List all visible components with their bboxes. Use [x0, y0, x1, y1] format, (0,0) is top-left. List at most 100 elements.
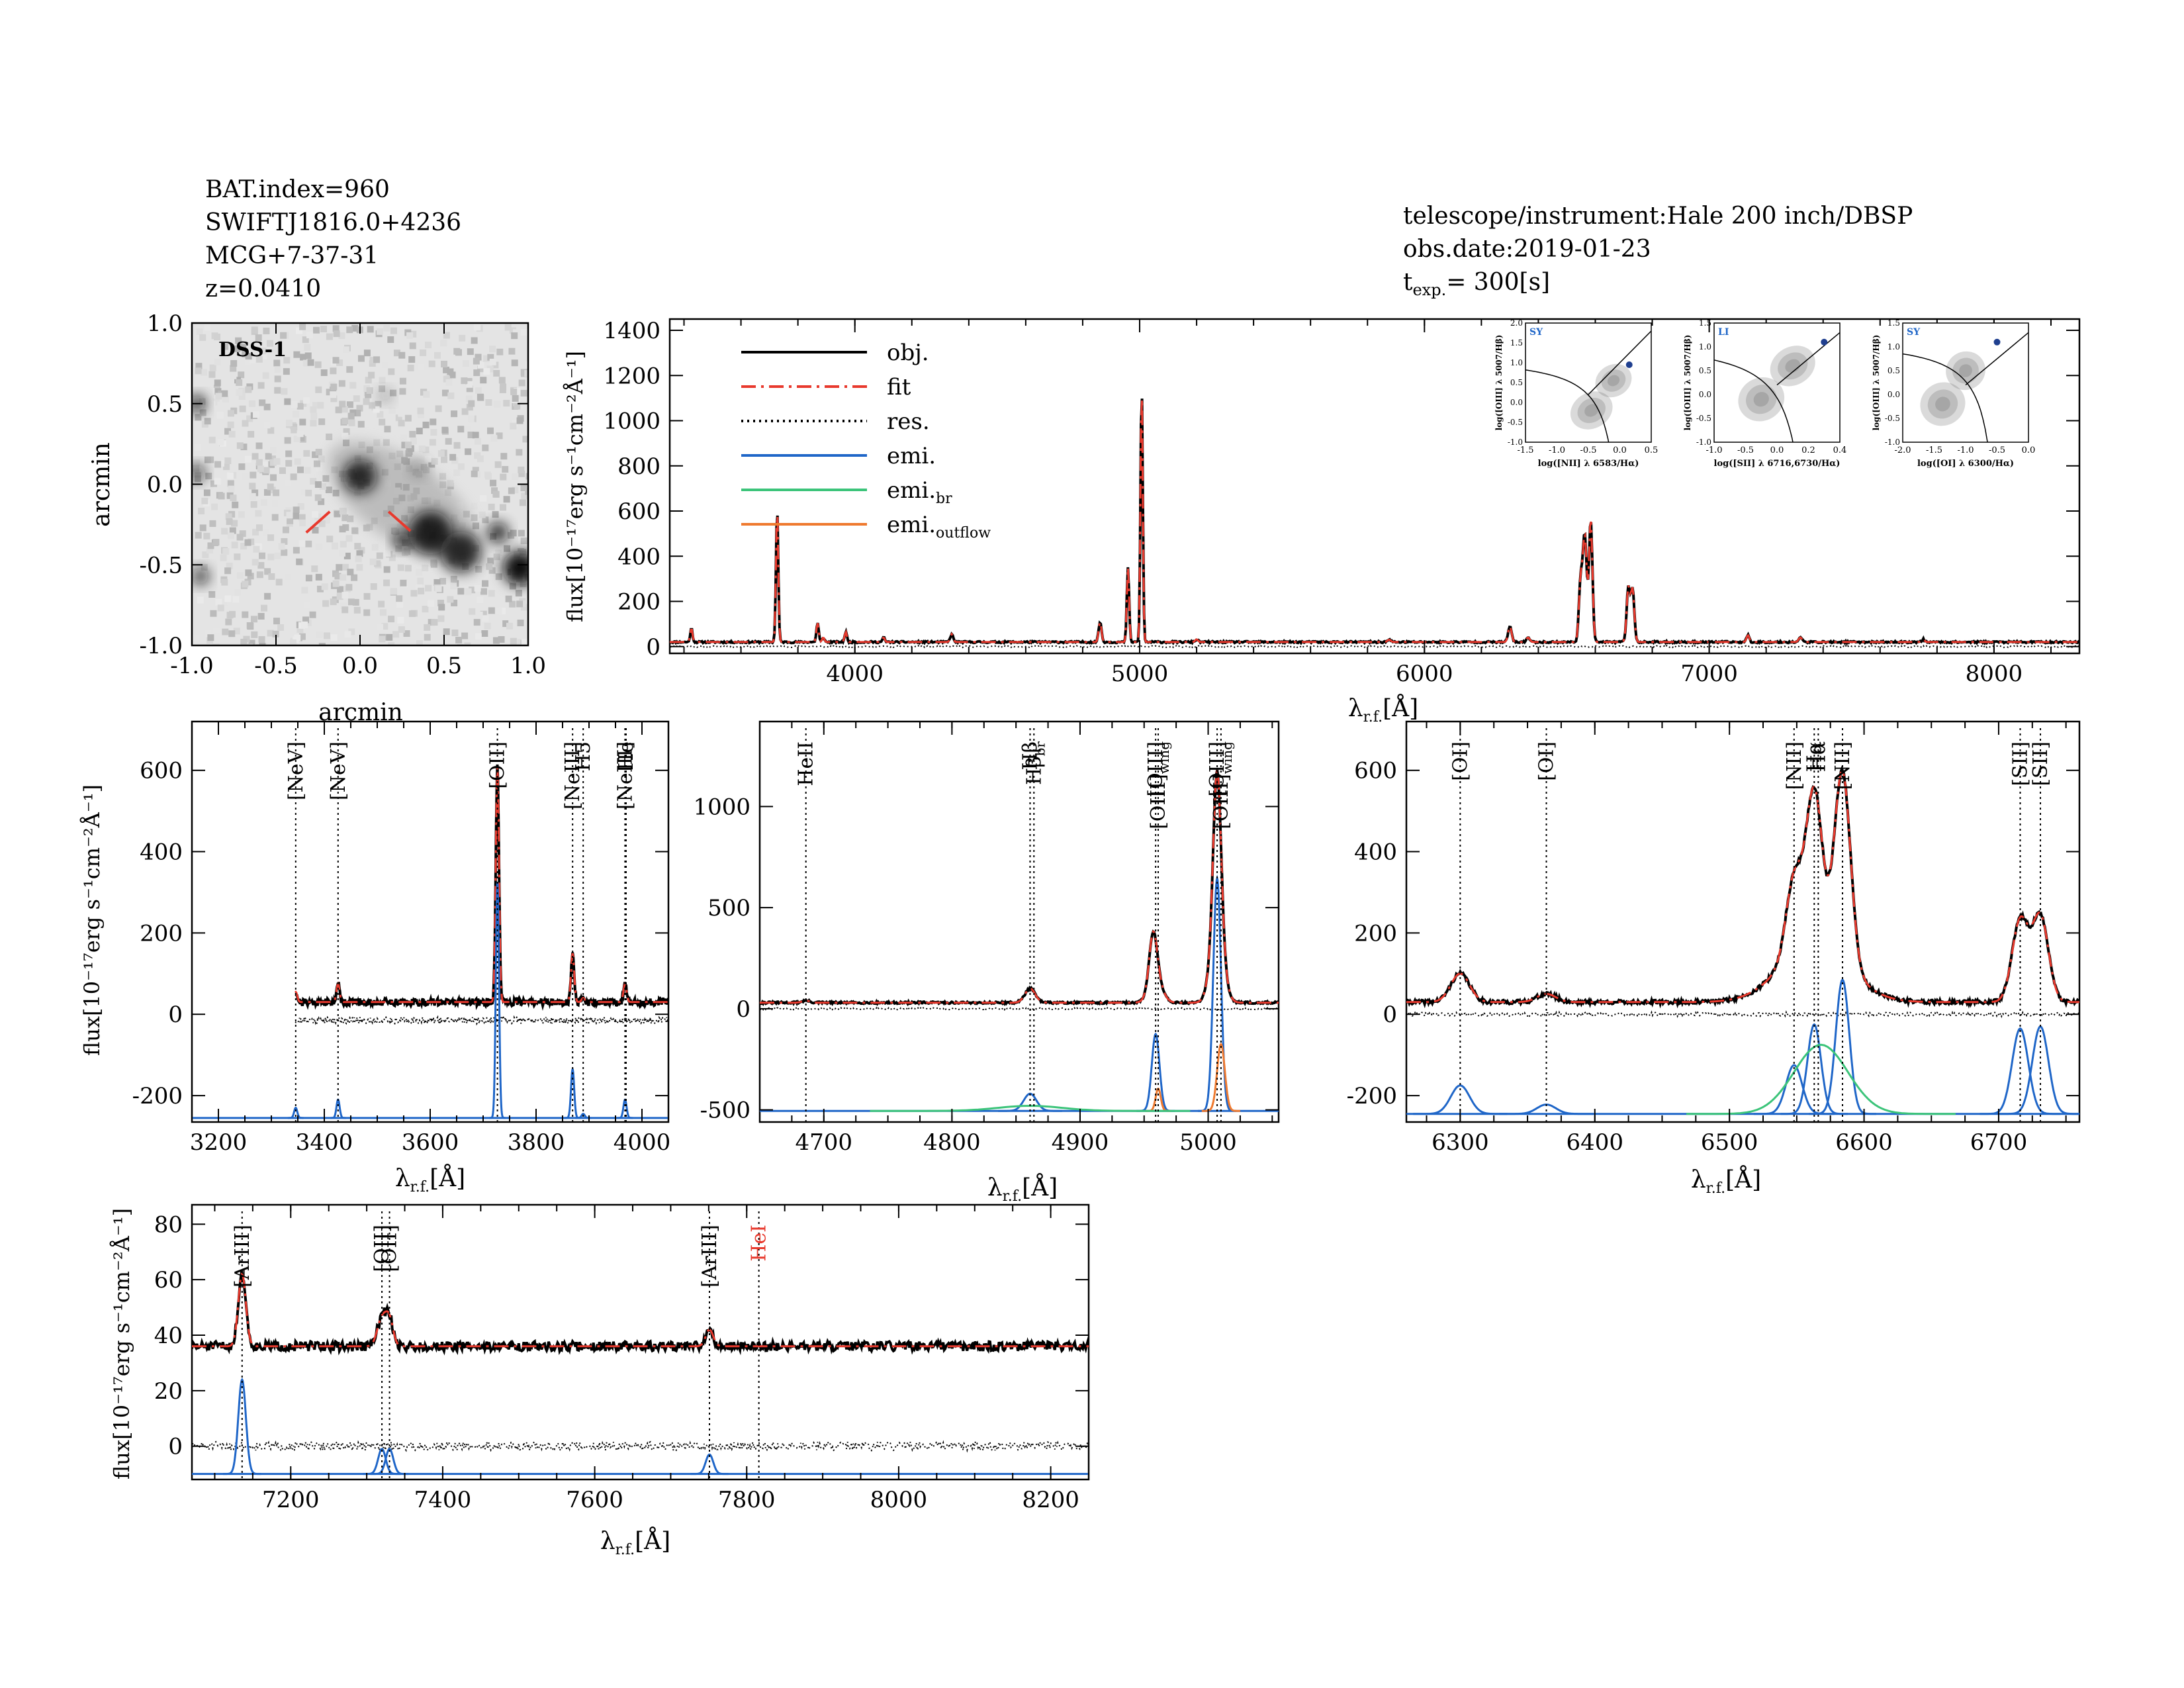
dss-pixel: [482, 355, 490, 362]
p3-emi-component: [1413, 1084, 1508, 1115]
dss-pixel: [363, 592, 371, 600]
dss-pixel: [238, 463, 246, 470]
dss-pixel: [388, 616, 395, 623]
dss-pixel: [289, 500, 296, 507]
dss-pixel: [469, 608, 476, 615]
dss-pixel: [373, 356, 381, 363]
dss-pixel: [520, 538, 527, 545]
bpt-inset-2-y-tick-label: 1.0: [1699, 342, 1711, 352]
galaxy-name: MCG+7-37-31: [205, 242, 379, 269]
dss-pixel: [267, 483, 274, 491]
dss-pixel: [524, 370, 528, 377]
dss-pixel: [475, 565, 482, 573]
dss-pixel: [231, 520, 238, 527]
dss-pixel: [462, 359, 469, 367]
main-y-tick-label: 200: [617, 589, 660, 616]
dss-pixel: [516, 449, 523, 456]
dss-pixel: [433, 352, 441, 359]
bpt-inset-1-ylabel: log([OIII] λ 5007/Hβ): [1494, 335, 1504, 431]
dss-pixel: [246, 415, 253, 422]
dss-pixel: [236, 534, 244, 541]
p1-x-tick-label: 3200: [190, 1129, 248, 1156]
bpt-inset-2-tag: LI: [1718, 327, 1729, 338]
dss-pixel: [281, 549, 288, 556]
p4-y-tick-label: 40: [154, 1323, 183, 1349]
dss-pixel: [422, 446, 430, 453]
dss-pixel: [519, 499, 526, 506]
p4-emi-component: [223, 1378, 261, 1476]
dss-pixel: [293, 512, 300, 520]
dss-pixel: [204, 418, 211, 425]
dss-pixel: [292, 410, 299, 418]
dss-pixel: [251, 453, 259, 460]
dss-pixel: [236, 389, 243, 397]
dss-pixel: [291, 400, 298, 408]
bpt-inset-2-y-tick-label: 1.5: [1699, 318, 1711, 328]
p2-marker-label: [OIII]wing: [1210, 741, 1235, 829]
dss-pixel: [356, 404, 363, 412]
dss-image: [192, 323, 528, 645]
dss-pixel: [397, 616, 404, 624]
dss-pixel: [451, 599, 458, 606]
dss-pixel: [398, 410, 405, 417]
dss-pixel: [273, 359, 281, 367]
dss-pixel: [314, 494, 322, 501]
dss-pixel: [482, 444, 489, 451]
dss-pixel: [238, 511, 245, 518]
main-y-tick-label: 400: [617, 543, 660, 570]
dss-pixel: [433, 579, 441, 586]
dss-pixel: [522, 436, 528, 443]
dss-pixel: [506, 622, 513, 630]
dss-pixel: [466, 404, 473, 411]
bpt-inset-1-density: [1584, 404, 1599, 417]
dss-pixel: [465, 395, 473, 402]
dss-pixel: [296, 430, 304, 438]
dss-pixel: [222, 628, 229, 635]
dss-pixel: [236, 442, 244, 449]
dss-pixel: [502, 465, 509, 473]
bpt-inset-2-density: [1770, 346, 1815, 387]
bpt-inset-3-x-tick-label: -2.0: [1894, 445, 1911, 455]
dss-pixel: [249, 483, 256, 490]
main-y-tick-label: 1400: [603, 318, 660, 344]
dss-pixel: [346, 326, 353, 334]
p2-marker-label: [OIII]: [1206, 741, 1229, 797]
dss-pixel: [340, 602, 347, 609]
dss-pixel: [450, 575, 457, 583]
bpt-inset-3-frame: [1902, 322, 2029, 443]
dss-pixel: [213, 627, 220, 634]
dss-pixel: [510, 530, 517, 537]
dss-pixel: [248, 639, 255, 645]
bpt-inset-3-x-tick-label: -0.5: [1989, 445, 2005, 455]
dss-pixel: [388, 554, 396, 561]
dss-pixel: [330, 598, 337, 606]
dss-source: [192, 567, 209, 585]
dss-pixel: [312, 511, 319, 518]
dss-pixel: [231, 541, 238, 549]
p2-x-tick-label: 4800: [923, 1129, 981, 1156]
dss-pixel: [281, 388, 288, 395]
dss-pixel: [405, 449, 412, 457]
dss-pixel: [201, 369, 208, 376]
dss-pixel: [441, 361, 448, 368]
dss-pixel: [286, 512, 293, 519]
dss-pixel: [238, 393, 246, 400]
dss-pixel: [447, 392, 455, 399]
dss-pixel: [453, 469, 461, 477]
dss-pixel: [435, 585, 442, 592]
dss-pixel: [239, 530, 246, 538]
bpt-inset-2-density: [1746, 385, 1777, 414]
dss-pixel: [263, 422, 271, 429]
dss-pixel: [390, 389, 397, 397]
dss-pixel: [425, 342, 432, 349]
legend-fit-label: fit: [887, 374, 911, 400]
dss-pixel: [489, 358, 496, 365]
dss-pixel: [472, 467, 479, 474]
dss-pixel: [480, 494, 487, 502]
p2-marker-label: Hβbr: [1023, 741, 1048, 785]
dss-pixel: [480, 610, 487, 618]
dss-pixel: [267, 340, 274, 347]
dss-pixel: [499, 504, 506, 511]
dss-pixel: [451, 630, 459, 637]
